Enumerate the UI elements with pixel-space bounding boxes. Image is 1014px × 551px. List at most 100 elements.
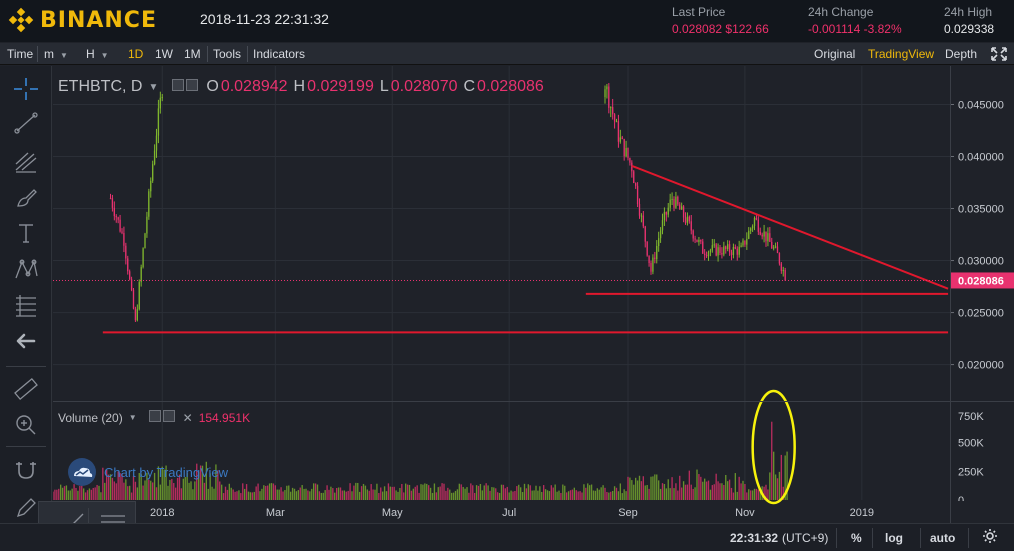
interval-1m-button[interactable]: 1M <box>184 47 201 61</box>
chevron-down-icon[interactable]: ▼ <box>128 413 137 422</box>
status-divider <box>872 528 873 548</box>
volume-settings-icon[interactable] <box>148 410 177 425</box>
symbol-label[interactable]: ETHBTC, D <box>58 78 143 95</box>
volume-value: 154.951K <box>198 410 251 425</box>
volume-bar <box>337 487 340 500</box>
candle-body <box>661 220 664 231</box>
price-chart[interactable]: 2018 Mar May Jul Sep Nov 2019 <box>53 66 950 523</box>
candle-body <box>732 247 735 255</box>
volume-bar <box>577 491 579 500</box>
volume-bar <box>416 485 418 500</box>
volume-bar <box>320 492 323 500</box>
price-axis[interactable]: 0.045000 0.040000 0.035000 0.030000 0.025000… <box>950 66 1014 501</box>
chevron-down-icon: ▼ <box>100 51 109 60</box>
interval-1w-button[interactable]: 1W <box>155 47 173 61</box>
timezone[interactable]: (UTC+9) <box>782 531 829 545</box>
gear-icon[interactable] <box>982 528 998 547</box>
depth-view-button[interactable]: Depth <box>945 47 978 61</box>
candle-body <box>130 279 133 290</box>
volume-bar <box>709 489 712 500</box>
candle-body <box>140 267 142 283</box>
magnet-icon[interactable] <box>12 456 40 482</box>
volume-bar <box>627 476 629 500</box>
volume-bar <box>406 484 409 500</box>
candle-body <box>623 138 625 157</box>
text-tool-icon[interactable] <box>12 220 40 246</box>
volume-bar <box>450 492 453 500</box>
crosshair-icon[interactable] <box>12 76 40 102</box>
brush-tool-icon[interactable] <box>12 184 40 210</box>
volume-label[interactable]: Volume (20) <box>58 410 123 425</box>
volume-bar <box>700 476 702 500</box>
volume-bar <box>318 491 321 500</box>
auto-toggle[interactable]: auto <box>930 531 956 545</box>
binance-logo-icon <box>8 7 34 33</box>
original-view-button[interactable]: Original <box>814 47 856 61</box>
volume-bar <box>96 484 98 500</box>
volume-bar <box>650 476 652 500</box>
volume-bar <box>111 477 114 500</box>
interval-1d-button[interactable]: 1D <box>128 47 144 61</box>
volume-bar <box>150 480 152 500</box>
volume-bar <box>608 492 610 500</box>
volume-bar <box>427 485 430 500</box>
pencil-icon[interactable] <box>12 494 40 520</box>
time-button[interactable]: Time <box>7 47 34 61</box>
tradingview-view-button[interactable]: TradingView <box>868 47 935 61</box>
volume-bar <box>464 488 466 500</box>
volume-bar <box>113 481 116 500</box>
volume-bar <box>688 470 691 500</box>
volume-bar <box>529 485 531 500</box>
binance-logo[interactable]: BINANCE <box>8 7 157 33</box>
indicators-button[interactable]: Indicators <box>253 47 306 61</box>
hour-dropdown[interactable]: H ▼ <box>82 46 113 63</box>
candle-body <box>648 255 650 263</box>
volume-bar <box>690 484 692 500</box>
volume-bar <box>297 490 300 500</box>
fib-tool-icon[interactable] <box>12 292 40 318</box>
volume-bar <box>725 474 727 500</box>
volume-bar <box>636 480 639 500</box>
ruler-tool-icon[interactable] <box>12 376 40 402</box>
candle-body <box>634 183 637 186</box>
percent-toggle[interactable]: % <box>851 531 862 545</box>
volume-bar <box>426 483 428 500</box>
candle-body <box>652 257 654 272</box>
volume-bar <box>293 488 296 500</box>
volume-bar <box>477 485 480 500</box>
pitchfork-tool-icon[interactable] <box>12 148 40 174</box>
volume-bar <box>757 489 760 500</box>
trendline-tool-icon[interactable] <box>12 110 40 136</box>
log-toggle[interactable]: log <box>885 531 903 545</box>
time-tick-label: 2018 <box>150 507 174 519</box>
volume-bar <box>562 484 564 500</box>
volume-bar <box>65 485 68 500</box>
tradingview-watermark[interactable]: Chart by TradingView <box>68 458 228 486</box>
tools-button[interactable]: Tools <box>213 47 242 61</box>
close-icon[interactable]: ✕ <box>182 410 193 425</box>
zoom-in-icon[interactable] <box>12 412 40 438</box>
chevron-down-icon: ▼ <box>60 51 68 60</box>
volume-bar <box>696 469 698 500</box>
fullscreen-icon[interactable] <box>986 45 1012 62</box>
volume-bar <box>703 478 706 500</box>
volume-bar <box>332 488 334 500</box>
volume-bar <box>705 481 708 500</box>
annotations <box>751 389 796 505</box>
volume-bar <box>353 485 355 500</box>
arrow-left-icon[interactable] <box>12 328 40 354</box>
volume-tick-label: 250K <box>958 466 984 478</box>
minute-dropdown[interactable]: m ▼ <box>40 46 72 63</box>
chevron-down-icon[interactable]: ▼ <box>148 81 159 93</box>
volume-bar <box>190 481 192 500</box>
candle-body <box>132 289 135 309</box>
volume-bar <box>186 473 188 500</box>
volume-bar <box>414 486 416 500</box>
pattern-tool-icon[interactable] <box>12 256 40 282</box>
candle-body <box>679 204 681 210</box>
candle-body <box>751 226 754 229</box>
volume-bar <box>226 489 229 500</box>
legend-settings-icon[interactable] <box>172 78 200 96</box>
candle-body <box>755 217 758 220</box>
volume-bar <box>435 492 438 500</box>
